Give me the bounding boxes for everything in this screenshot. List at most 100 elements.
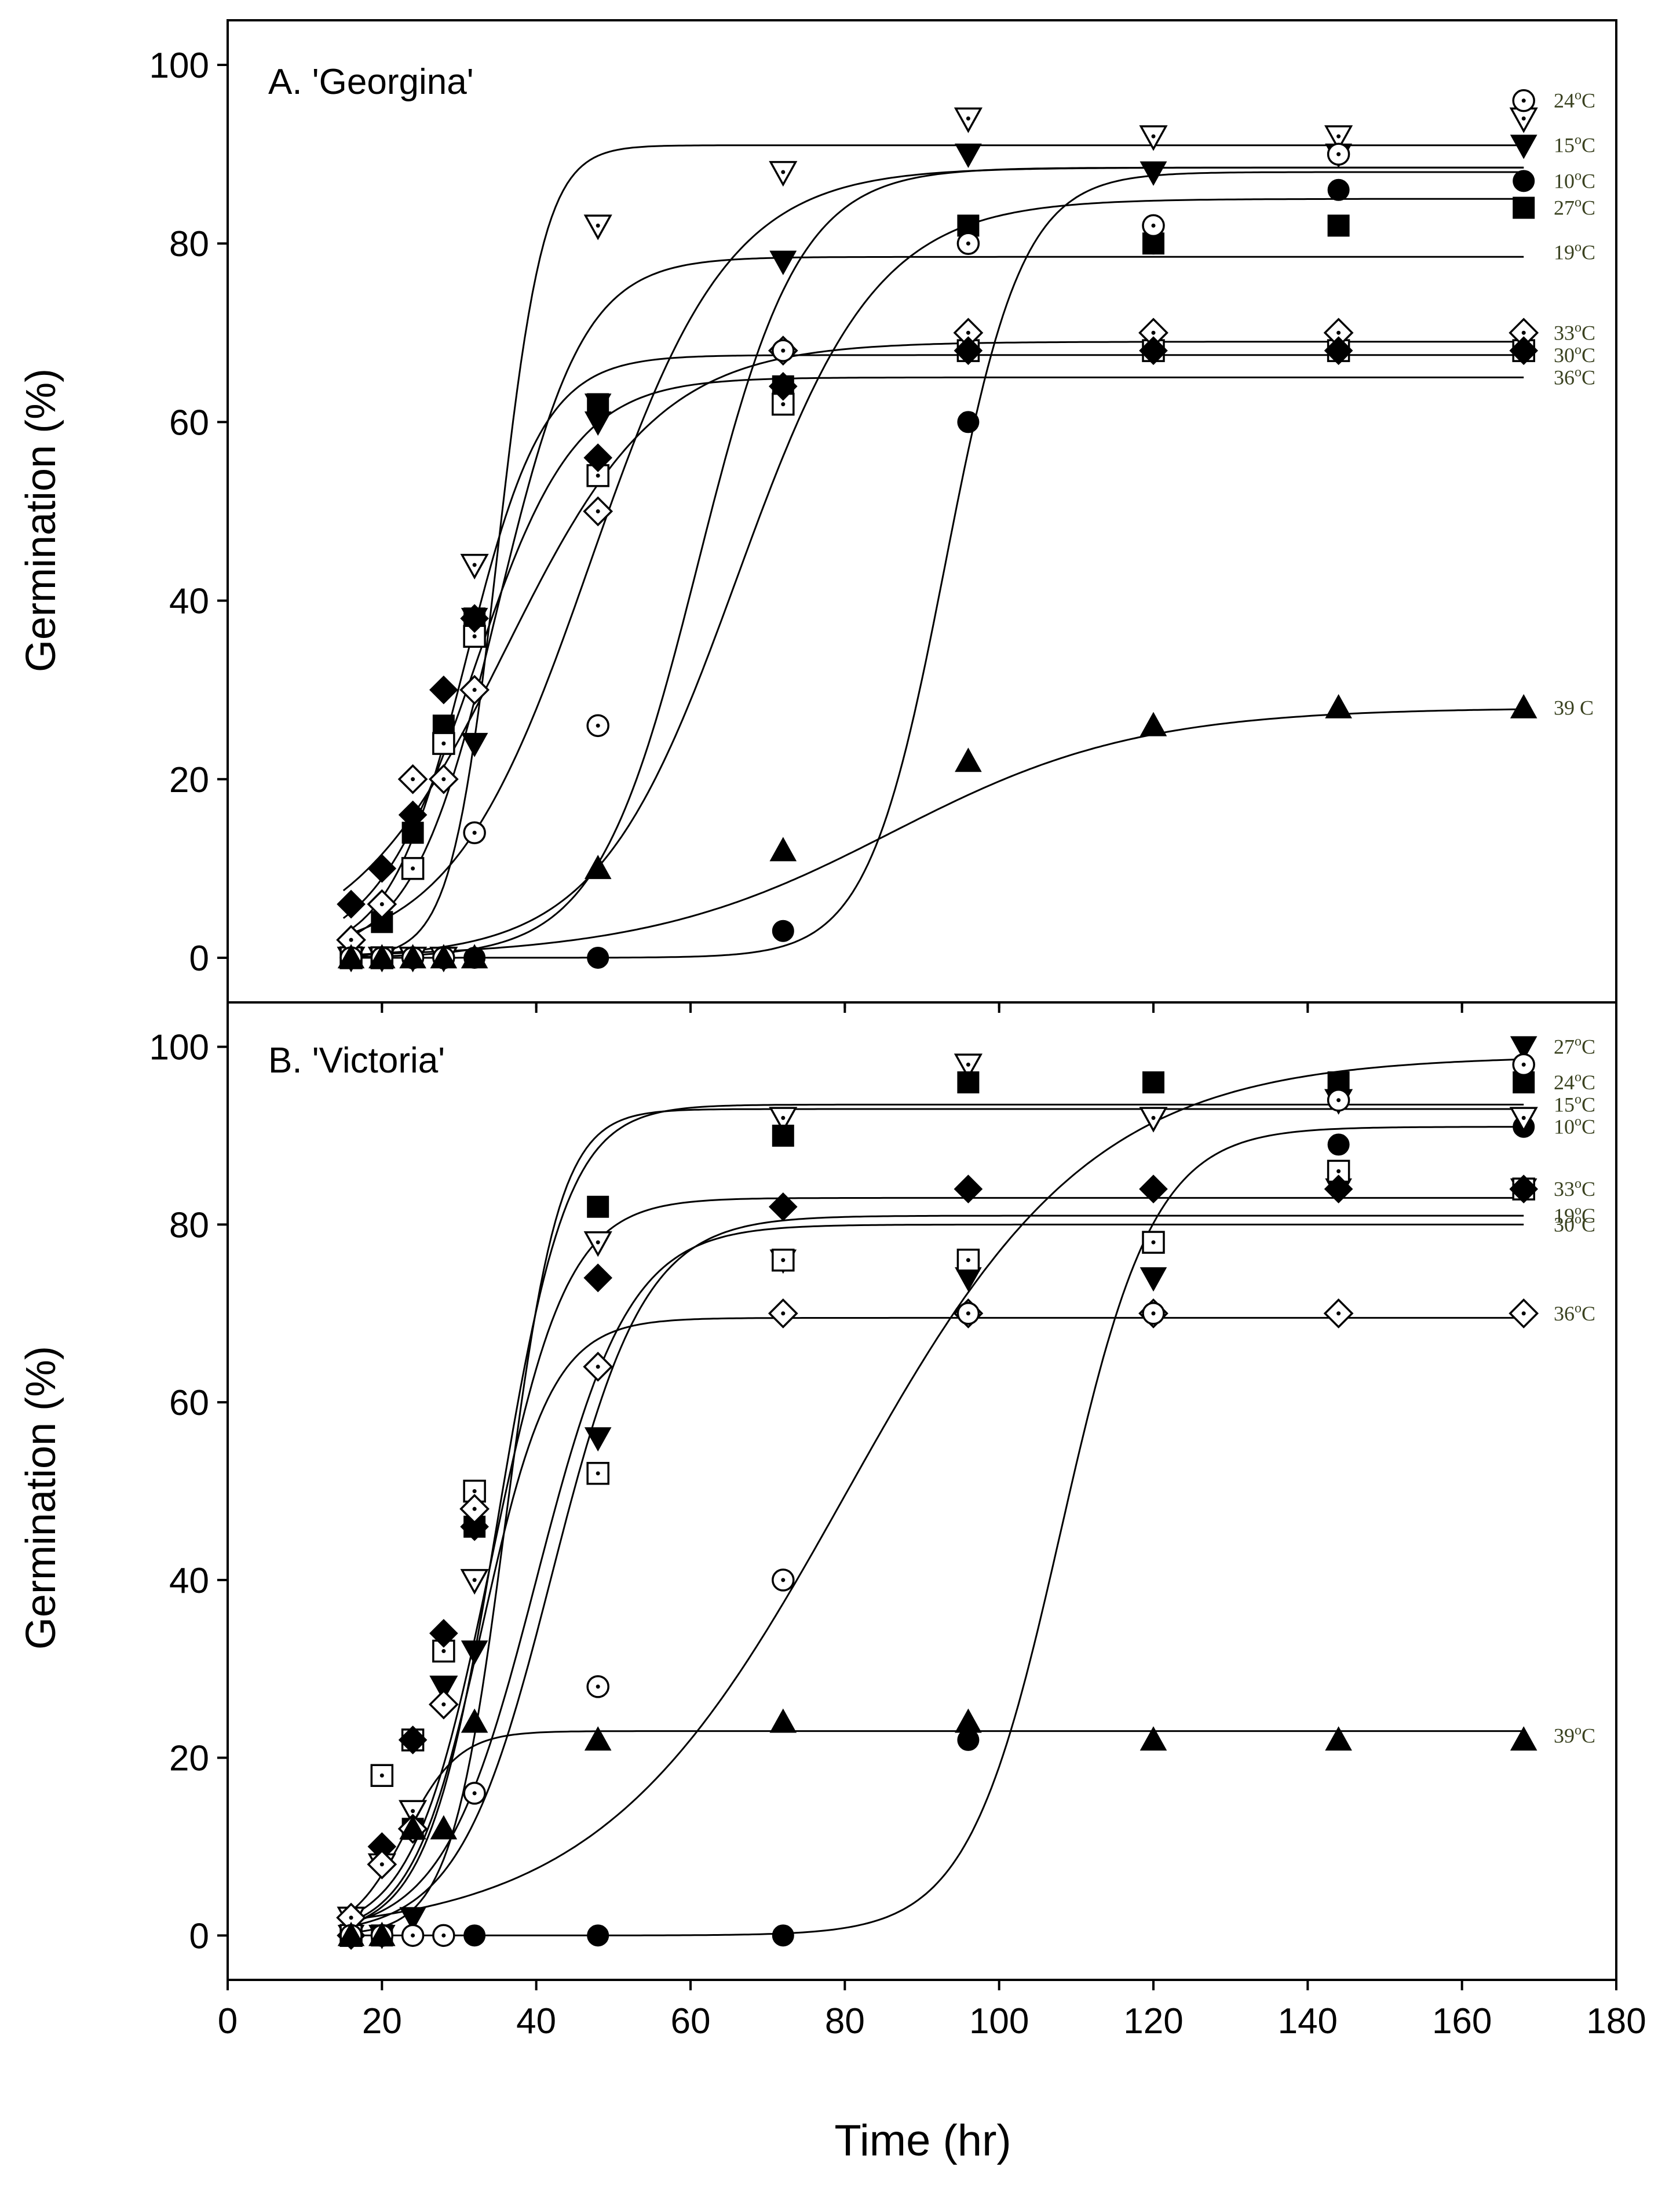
panel-b-data-point-center-dot (1336, 1169, 1341, 1173)
panel-b-data-point (461, 1640, 488, 1665)
panel-b-data-point-center-dot (966, 1311, 970, 1316)
panel-a-data-point-center-dot (349, 938, 353, 942)
panel-b-data-point (1325, 1726, 1352, 1751)
panel-b-y-tick-label: 20 (169, 1739, 209, 1779)
panel-b-data-point (370, 1764, 394, 1788)
panel-a-data-point (399, 944, 426, 969)
panel-b-data-point-center-dot (781, 1578, 786, 1582)
panel-a-data-point-center-dot (1151, 223, 1156, 228)
panel-b-fit-curve (343, 1223, 1524, 1926)
panel-a-fit-curve (342, 376, 1524, 919)
panel-a-fit-curve (343, 256, 1524, 941)
panel-a-y-tick-label: 100 (149, 46, 209, 86)
panel-a-data-point (1327, 214, 1350, 237)
panel-b-fit-curve (343, 1126, 1524, 1936)
panel-b-data-point (429, 1619, 458, 1648)
panel-b-y-tick-label: 80 (169, 1205, 209, 1245)
panel-b-data-point-center-dot (1336, 1311, 1341, 1316)
panel-b-data-point-center-dot (596, 1365, 600, 1369)
panel-b-data-point-center-dot (441, 1702, 446, 1707)
panel-b-fit-curve (343, 1058, 1524, 1922)
panel-a-data-point-center-dot (1336, 330, 1341, 335)
panel-b-data-point-center-dot (472, 1489, 477, 1493)
panel-b-y-tick-label: 60 (169, 1383, 209, 1423)
panel-b-data-points (336, 1036, 1539, 1950)
panel-a-data-point-center-dot (966, 116, 970, 121)
panel-b-data-point (1142, 1071, 1164, 1094)
panel-b-series-label: 36oC (1554, 1301, 1595, 1325)
panel-a-data-point-center-dot (1151, 330, 1156, 335)
panel-b-y-tick-label: 0 (189, 1916, 209, 1956)
panel-b-data-point-center-dot (411, 1809, 415, 1814)
panel-a-y-axis: 0 20 40 60 80 100 (149, 46, 1617, 1013)
x-tick-label: 0 (218, 2001, 238, 2041)
panel-b-y-axis: 0 20 40 60 80 100 (149, 1028, 228, 1956)
panel-b-series-label: 33oC (1554, 1176, 1595, 1201)
panel-b-data-point (1327, 1133, 1350, 1156)
panel-a-data-point (587, 393, 609, 415)
panel-a-data-point-center-dot (1521, 99, 1526, 103)
panel-b-series-label: 19oC (1554, 1203, 1595, 1227)
panel-b-y-label: Germination (%) (18, 1346, 64, 1650)
x-tick-label: 60 (671, 2001, 711, 2041)
panel-a-data-point-center-dot (441, 777, 446, 782)
panel-b-data-point-center-dot (596, 1240, 600, 1245)
panel-b-data-point-center-dot (596, 1684, 600, 1689)
panel-b-data-point-center-dot (379, 1862, 384, 1867)
panel-a-data-point (1139, 336, 1168, 365)
panel-a-series-label: 10oC (1554, 168, 1595, 192)
panel-a-series-label: 27oC (1554, 195, 1595, 220)
panel-a-y-tick-label: 80 (169, 224, 209, 264)
panel-a-y-tick-label: 40 (169, 582, 209, 622)
panel-a-data-point (337, 944, 365, 969)
panel-a-y-tick-label: 0 (189, 939, 209, 979)
panel-a-data-point-center-dot (596, 723, 600, 728)
panel-a-data-point-center-dot (379, 902, 384, 906)
x-tick-label: 40 (516, 2001, 556, 2041)
panel-a-data-point (584, 855, 612, 880)
panel-a-data-point-center-dot (781, 402, 786, 407)
x-axis: 0 20 40 60 80 100 120 140 160 180 (218, 1980, 1646, 2041)
panel-b-data-point (430, 1676, 458, 1701)
panel-a-data-point-center-dot (1521, 330, 1526, 335)
panel-a-data-point-center-dot (966, 241, 970, 246)
panel-a-data-point (1510, 694, 1537, 718)
panel-a-series-label: 30oC (1554, 342, 1595, 367)
panel-b-series-label: 30oC (1554, 1212, 1595, 1236)
panel-a-data-point (769, 250, 797, 275)
panel-b-data-point (768, 1192, 798, 1221)
panel-b-series-label: 15oC (1554, 1092, 1595, 1116)
panel-a-data-point (1510, 134, 1537, 159)
panel-b-fit-curves (342, 1058, 1524, 1936)
panel-a-fit-curve (343, 198, 1524, 956)
panel-b-data-point-center-dot (1336, 1098, 1341, 1103)
panel-b-data-point-center-dot (1521, 1115, 1526, 1120)
panel-a-data-point-center-dot (441, 741, 446, 746)
panel-b-data-point-center-dot (349, 1916, 353, 1920)
panel-b-y-tick-label: 40 (169, 1561, 209, 1601)
panel-b-data-point (772, 1125, 794, 1147)
panel-b-data-point (1510, 1726, 1537, 1751)
panel-a-data-point-center-dot (472, 830, 477, 835)
panel-a-data-point (1513, 196, 1535, 219)
panel-b-data-point (398, 1726, 428, 1754)
x-tick-label: 100 (969, 2001, 1029, 2041)
panel-a-data-points (336, 89, 1539, 973)
panel-a-data-point (461, 732, 488, 757)
panel-b-frame (227, 1001, 1617, 1981)
panel-b-data-point (584, 1427, 612, 1452)
panel-b-data-point-center-dot (781, 1311, 786, 1316)
panel-a-data-point (955, 143, 982, 168)
panel-b-data-point (1324, 1174, 1353, 1203)
panel-b-data-point (769, 1708, 797, 1733)
panel-b-data-point (460, 1512, 489, 1541)
panel-a-fit-curve (343, 166, 1524, 958)
panel-b-data-point-center-dot (441, 1649, 446, 1654)
panel-b-fit-curve (343, 1103, 1524, 1927)
x-tick-label: 20 (362, 2001, 402, 2041)
panel-b-data-point (772, 1924, 794, 1947)
panel-a-fit-curve (343, 708, 1524, 956)
